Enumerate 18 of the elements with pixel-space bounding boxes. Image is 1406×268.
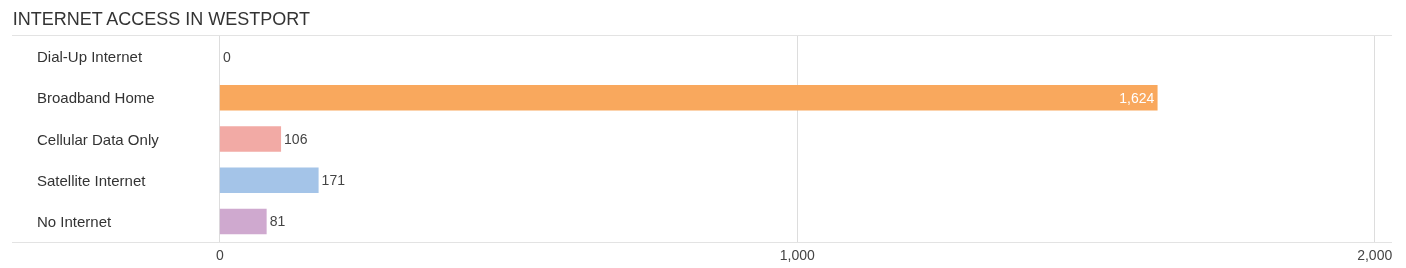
data-label: 1,624: [1119, 89, 1155, 106]
data-label: 81: [269, 213, 286, 230]
data-label: 0: [222, 48, 231, 65]
x-tick-label: 0: [215, 246, 224, 263]
bar: [219, 167, 319, 193]
y-tick-label: No Internet: [37, 213, 113, 230]
bar: [219, 208, 267, 235]
data-label: 106: [284, 131, 308, 147]
y-tick-label: Broadband Home: [37, 89, 155, 106]
bar: [219, 126, 282, 152]
data-label: 171: [321, 172, 346, 189]
y-tick-label: Satellite Internet: [37, 172, 147, 189]
x-tick-label: 2,000: [1357, 246, 1393, 263]
y-tick-label: Cellular Data Only: [37, 131, 160, 148]
chart-title: INTERNET ACCESS IN WESTPORT: [12, 8, 311, 29]
x-tick-label: 1,000: [779, 246, 815, 263]
bar: [219, 85, 1158, 111]
y-tick-label: Dial-Up Internet: [37, 48, 143, 65]
